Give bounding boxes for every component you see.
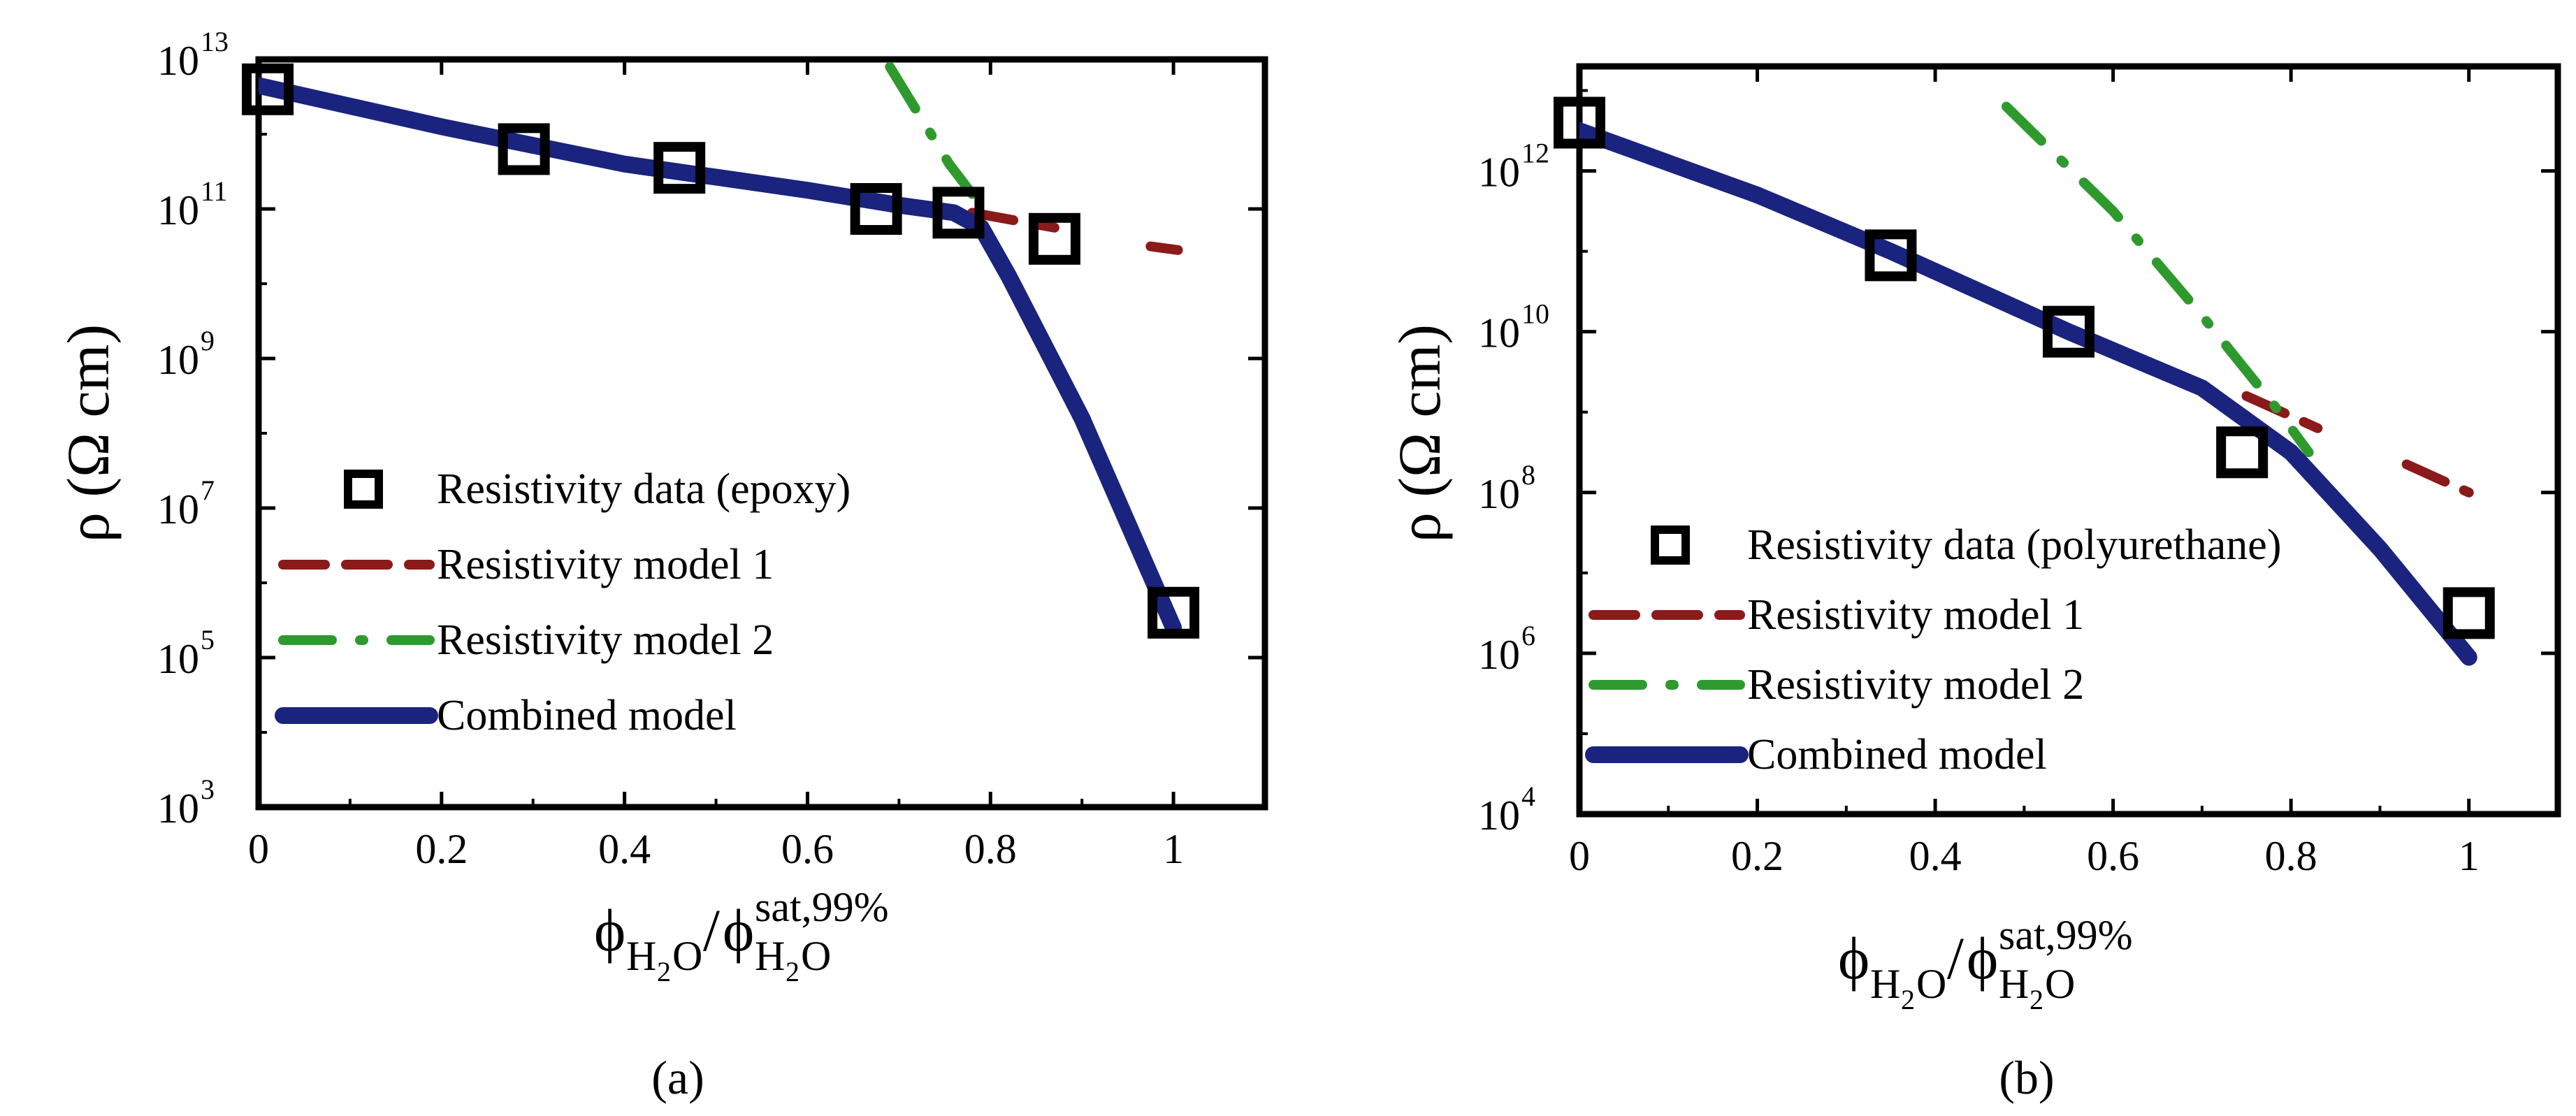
x-tick-label: 0.6: [781, 826, 834, 872]
data-point: [1554, 96, 1605, 149]
x-label-sub: H: [1999, 961, 2029, 1007]
y-tick-exponent: 11: [201, 175, 228, 207]
y-tick-label: 10: [157, 636, 199, 682]
x-tick-label: 0.6: [2087, 833, 2139, 879]
legend-label: Combined model: [1747, 731, 2047, 778]
x-label-sub-o: O: [2045, 961, 2075, 1007]
x-label-sub-2: 2: [1901, 984, 1915, 1015]
panel-caption: (a): [651, 1051, 704, 1104]
x-tick-label: 0.8: [964, 826, 1017, 872]
y-tick-label: 10: [157, 187, 199, 233]
y-tick-label: 10: [157, 486, 199, 532]
x-label-phi-2: ϕ: [723, 897, 754, 964]
legend-label: Resistivity model 1: [437, 541, 774, 588]
x-label-slash: /: [1947, 925, 1964, 992]
data-point: [653, 142, 706, 194]
legend-marker: [344, 470, 383, 509]
y-tick-label: 10: [157, 785, 199, 832]
y-tick-label: 10: [1478, 471, 1520, 517]
x-axis-label: ϕ H 2 O / ϕ sat,99%H 2 O: [1838, 912, 2133, 1015]
series-line: [885, 61, 978, 199]
y-tick-label: 10: [1478, 310, 1520, 356]
data-point: [2043, 305, 2094, 358]
x-tick-label: 0: [248, 826, 269, 872]
x-tick-label: 0.2: [1731, 833, 1783, 879]
data-point: [1148, 586, 1200, 639]
x-label-phi: ϕ: [1838, 925, 1869, 992]
x-label-sub-o: O: [672, 933, 702, 979]
data-point: [850, 183, 902, 235]
y-axis-label: ρ (Ω cm): [1386, 324, 1453, 542]
legend-marker: [1651, 526, 1690, 565]
legend-label: Resistivity model 2: [1747, 661, 2084, 709]
x-label-sub-o: O: [1916, 961, 1946, 1007]
data-point: [1028, 212, 1080, 265]
data-point: [2216, 426, 2269, 479]
x-tick-label: 0.8: [2265, 833, 2317, 879]
y-tick-exponent: 5: [201, 624, 215, 655]
y-tick-exponent: 8: [1521, 459, 1535, 491]
legend-label: Combined model: [437, 692, 737, 739]
series-line: [2241, 391, 2323, 433]
series-group: [259, 61, 1183, 637]
y-tick-exponent: 4: [1521, 781, 1535, 812]
x-label-sub-2: 2: [657, 956, 671, 987]
series-line: [2401, 459, 2474, 498]
series-line: [1579, 122, 2477, 666]
y-tick-label: 10: [1478, 150, 1520, 196]
data-point: [242, 63, 294, 115]
y-tick-exponent: 12: [1521, 138, 1549, 169]
series-line: [1145, 241, 1183, 255]
y-tick-label: 10: [157, 38, 199, 84]
data-point: [932, 187, 985, 239]
legend: Resistivity data (polyurethane) Resistivi…: [1585, 521, 2281, 778]
x-label-phi-2: ϕ: [1967, 925, 1998, 992]
plot-frame: [255, 56, 1268, 811]
x-label-sub-2: 2: [2029, 984, 2043, 1015]
x-label-slash: /: [703, 897, 720, 964]
y-tick-exponent: 13: [201, 26, 229, 57]
y-tick-label: 10: [1478, 632, 1520, 678]
x-tick-label: 1: [2459, 833, 2480, 879]
x-tick-label: 0: [1569, 833, 1590, 879]
x-label-sup: sat,99%: [755, 884, 889, 930]
x-label-sub-o: O: [801, 933, 831, 979]
series-group: [1579, 101, 2477, 666]
y-tick-label: 10: [157, 337, 199, 383]
x-tick-label: 0.2: [415, 826, 468, 872]
x-label-sup: sat,99%: [1999, 912, 2133, 958]
y-tick-exponent: 9: [201, 325, 215, 356]
plot-frame: [1576, 63, 2561, 818]
x-tick-label: 1: [1163, 826, 1184, 872]
x-label-sub: H: [626, 933, 656, 979]
data-point: [1865, 229, 1917, 282]
x-label-sub: H: [1870, 961, 1900, 1007]
legend: Resistivity data (epoxy) Resistivity mode…: [275, 465, 851, 739]
x-label-phi: ϕ: [594, 897, 625, 964]
series-line: [259, 77, 1182, 637]
legend-label: Resistivity data (epoxy): [437, 465, 851, 513]
x-tick-label: 0.4: [598, 826, 651, 872]
legend-label: Resistivity model 1: [1747, 591, 2084, 639]
y-tick-exponent: 7: [201, 474, 215, 506]
data-point: [498, 123, 550, 175]
y-tick-exponent: 3: [201, 774, 215, 805]
y-tick-label: 10: [1478, 792, 1520, 839]
panel-caption: (b): [1999, 1051, 2054, 1104]
data-point: [2443, 587, 2495, 639]
x-label-sub: H: [755, 933, 785, 979]
legend-label: Resistivity model 2: [437, 616, 774, 664]
series-line: [967, 208, 1059, 233]
x-label-sub-2: 2: [786, 956, 799, 987]
x-axis-label: ϕ H 2 O / ϕ sat,99%H 2 O: [594, 884, 889, 987]
y-tick-exponent: 6: [1521, 620, 1535, 651]
legend-label: Resistivity data (polyurethane): [1747, 521, 2281, 569]
y-tick-exponent: 10: [1521, 298, 1549, 330]
x-tick-label: 0.4: [1909, 833, 1962, 879]
y-axis-label: ρ (Ω cm): [55, 324, 122, 542]
